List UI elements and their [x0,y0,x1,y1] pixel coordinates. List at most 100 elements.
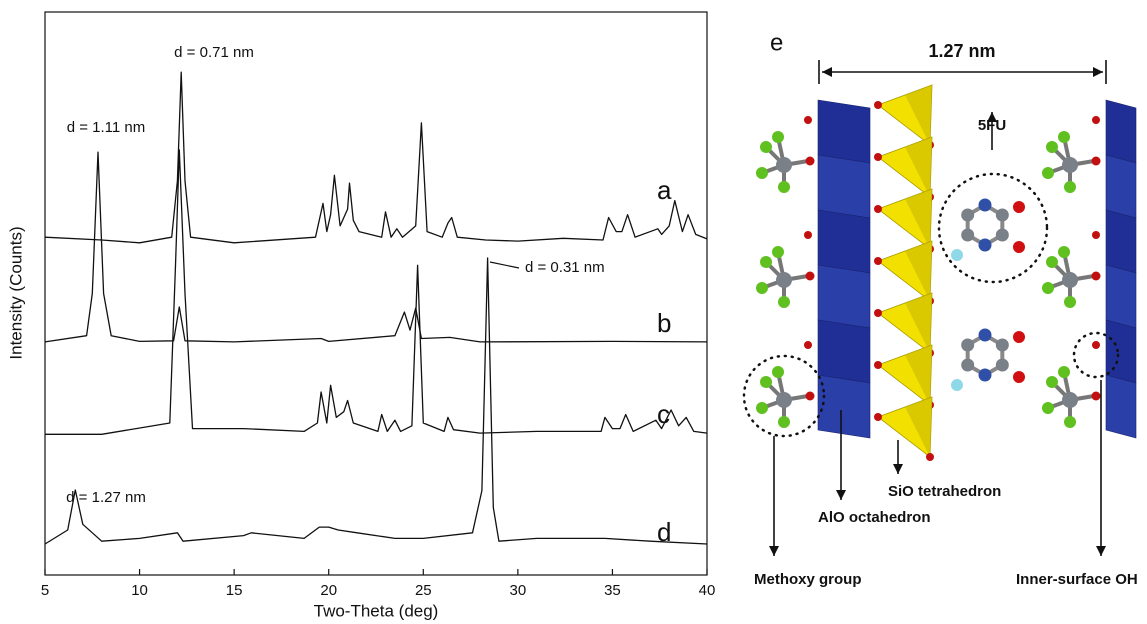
plot-frame [44,11,708,576]
fluorine-atom [772,131,784,143]
carbon-atom [776,392,792,408]
ring-atom [961,208,975,222]
alo-octahedron [817,99,871,164]
annotation: d = 1.11 nm [67,119,146,136]
fluorine-atom [1064,416,1076,428]
series-line [45,149,708,435]
hydroxyl-atom [804,231,812,239]
hydroxyl-atom [1092,341,1100,349]
alo-octahedron [1105,264,1137,329]
x-axis-title: Two-Theta (deg) [314,601,439,620]
oxygen-atom [805,391,815,401]
alo-octahedron [817,374,871,439]
fluorine-atom [1064,296,1076,308]
spacing-label: 1.27 nm [928,41,995,61]
series-line [44,257,708,545]
oxygen-atom [874,257,882,265]
arrow-head [1096,546,1106,556]
hydroxyl-atom [1092,116,1100,124]
fluorine-atom [772,366,784,378]
fluorine-atom [778,181,790,193]
carbon-atom [776,272,792,288]
alo-octahedron [817,319,871,384]
carbon-atom [1062,157,1078,173]
alo-octahedron [1105,99,1137,164]
fluorine-atom [1042,282,1054,294]
ring-atom [978,328,992,342]
series-label: d [657,517,671,547]
alo-octahedron [1105,374,1137,439]
x-tick-label: 15 [226,582,243,599]
fluorine-atom [756,167,768,179]
series-line [44,71,708,244]
ring-atom [961,228,975,242]
sio-shade [905,397,932,457]
oxygen-atom [1013,371,1025,383]
ring-atom [995,228,1009,242]
fluorine-atom [1058,246,1070,258]
x-tick-label: 25 [415,582,432,599]
alo-octahedron [1105,209,1137,274]
sio-shade [905,85,932,145]
oxygen-atom [1013,241,1025,253]
oxygen-atom [1013,331,1025,343]
fluorine-atom [756,402,768,414]
alo-octahedron [817,154,871,219]
fluorine-atom [772,246,784,258]
oxygen-atom [805,156,815,166]
ring-atom [978,198,992,212]
ring-atom [961,358,975,372]
fluorine-atom [1046,376,1058,388]
fluorine-atom [760,141,772,153]
fluorine-atom [1042,402,1054,414]
fluorine-atom [1064,181,1076,193]
ring-atom [961,338,975,352]
arrow-head [987,112,997,122]
oxygen-atom [1091,271,1101,281]
oxygen-atom [1013,201,1025,213]
series-label: a [657,175,672,205]
annotation: d = 0.31 nm [525,259,605,276]
oxygen-atom [874,101,882,109]
arrow-head [769,546,779,556]
diagram-label: SiO tetrahedron [888,483,1001,500]
fluorine-atom [1046,141,1058,153]
carbon-atom [1062,392,1078,408]
oxygen-atom [926,453,934,461]
arrow-head [893,464,903,474]
oxygen-atom [874,413,882,421]
oxygen-atom [874,309,882,317]
panel-label: e [770,29,783,56]
fluorine-atom [778,296,790,308]
carbon-atom [1062,272,1078,288]
arrow-head [836,490,846,500]
fluorine-atom [778,416,790,428]
carbon-atom [776,157,792,173]
diagram-label: AlO octahedron [818,509,931,526]
x-tick-label: 10 [131,582,148,599]
sio-shade [905,189,932,249]
dotted-outline [937,172,1049,284]
annotation-leader [489,261,520,269]
structure-diagram [742,60,1137,556]
x-tick-label: 5 [41,582,49,599]
x-tick-label: 20 [320,582,337,599]
annotation: d = 0.71 nm [174,44,254,61]
hydroxyl-atom [804,341,812,349]
y-axis-title: Intensity (Counts) [6,226,25,359]
alo-octahedron [1105,319,1137,384]
fluorine-atom [1058,131,1070,143]
dotted-outline [1072,331,1120,379]
alo-octahedron [817,264,871,329]
diagram-label: Methoxy group [754,571,862,588]
oxygen-atom [1091,391,1101,401]
ring-atom [995,358,1009,372]
oxygen-atom [805,271,815,281]
x-tick-label: 40 [699,582,716,599]
fluorine-atom [951,379,963,391]
fluorine-atom [760,256,772,268]
annotation: d = 1.27 nm [66,489,146,506]
oxygen-atom [1091,156,1101,166]
fluorine-atom [756,282,768,294]
